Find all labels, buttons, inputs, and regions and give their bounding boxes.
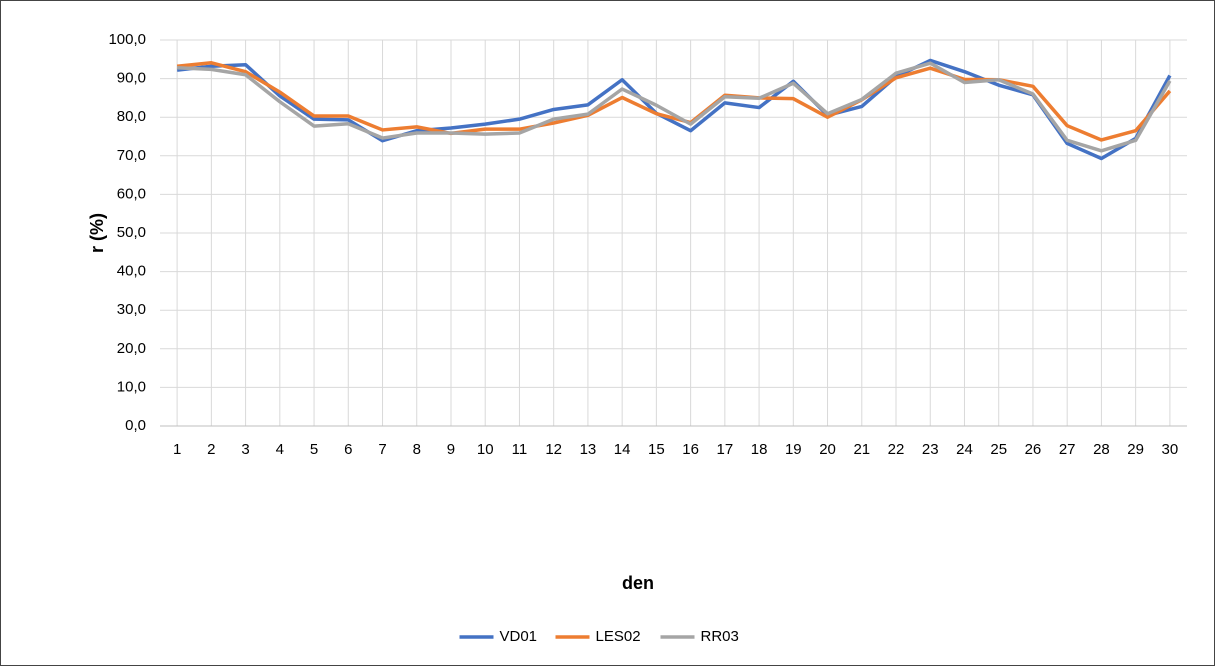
x-tick-label: 22 xyxy=(888,441,905,458)
legend-label: LES02 xyxy=(596,628,641,645)
y-tick-label: 40,0 xyxy=(117,263,146,280)
x-tick-label: 8 xyxy=(413,441,421,458)
x-tick-label: 18 xyxy=(751,441,768,458)
x-tick-label: 30 xyxy=(1162,441,1179,458)
x-tick-label: 2 xyxy=(207,441,215,458)
x-tick-label: 3 xyxy=(241,441,249,458)
x-tick-label: 4 xyxy=(276,441,284,458)
legend-label: RR03 xyxy=(701,628,739,645)
series-line xyxy=(177,61,1172,153)
x-tick-label: 11 xyxy=(512,441,528,458)
y-tick-label: 30,0 xyxy=(117,301,146,318)
series-line xyxy=(176,58,1172,161)
x-tick-label: 14 xyxy=(614,441,631,458)
x-tick-label: 13 xyxy=(580,441,597,458)
y-tick-label: 60,0 xyxy=(117,185,146,202)
y-tick-label: 100,0 xyxy=(108,31,146,48)
x-tick-label: 20 xyxy=(819,441,836,458)
x-tick-label: 23 xyxy=(922,441,939,458)
x-tick-label: 15 xyxy=(648,441,665,458)
x-tick-label: 25 xyxy=(990,441,1007,458)
y-tick-label: 80,0 xyxy=(117,108,146,125)
x-tick-label: 28 xyxy=(1093,441,1110,458)
x-tick-label: 21 xyxy=(853,441,870,458)
x-tick-label: 16 xyxy=(682,441,699,458)
x-tick-label: 5 xyxy=(310,441,318,458)
x-tick-label: 27 xyxy=(1059,441,1076,458)
x-tick-label: 10 xyxy=(477,441,494,458)
legend-label: VD01 xyxy=(500,628,538,645)
x-tick-label: 26 xyxy=(1025,441,1042,458)
y-tick-label: 0,0 xyxy=(125,417,146,434)
y-tick-label: 90,0 xyxy=(117,70,146,87)
y-tick-label: 50,0 xyxy=(117,224,146,241)
x-tick-label: 17 xyxy=(717,441,734,458)
x-tick-label: 9 xyxy=(447,441,455,458)
y-tick-label: 10,0 xyxy=(117,378,146,395)
x-tick-label: 19 xyxy=(785,441,802,458)
x-tick-label: 1 xyxy=(173,441,181,458)
x-tick-label: 6 xyxy=(344,441,352,458)
x-tick-label: 7 xyxy=(378,441,386,458)
y-tick-label: 20,0 xyxy=(117,340,146,357)
x-tick-label: 12 xyxy=(545,441,562,458)
y-tick-label: 70,0 xyxy=(117,147,146,164)
x-axis-label: den xyxy=(622,573,654,593)
x-tick-label: 29 xyxy=(1127,441,1144,458)
x-tick-label: 24 xyxy=(956,441,973,458)
y-axis-label: r (%) xyxy=(87,213,107,253)
